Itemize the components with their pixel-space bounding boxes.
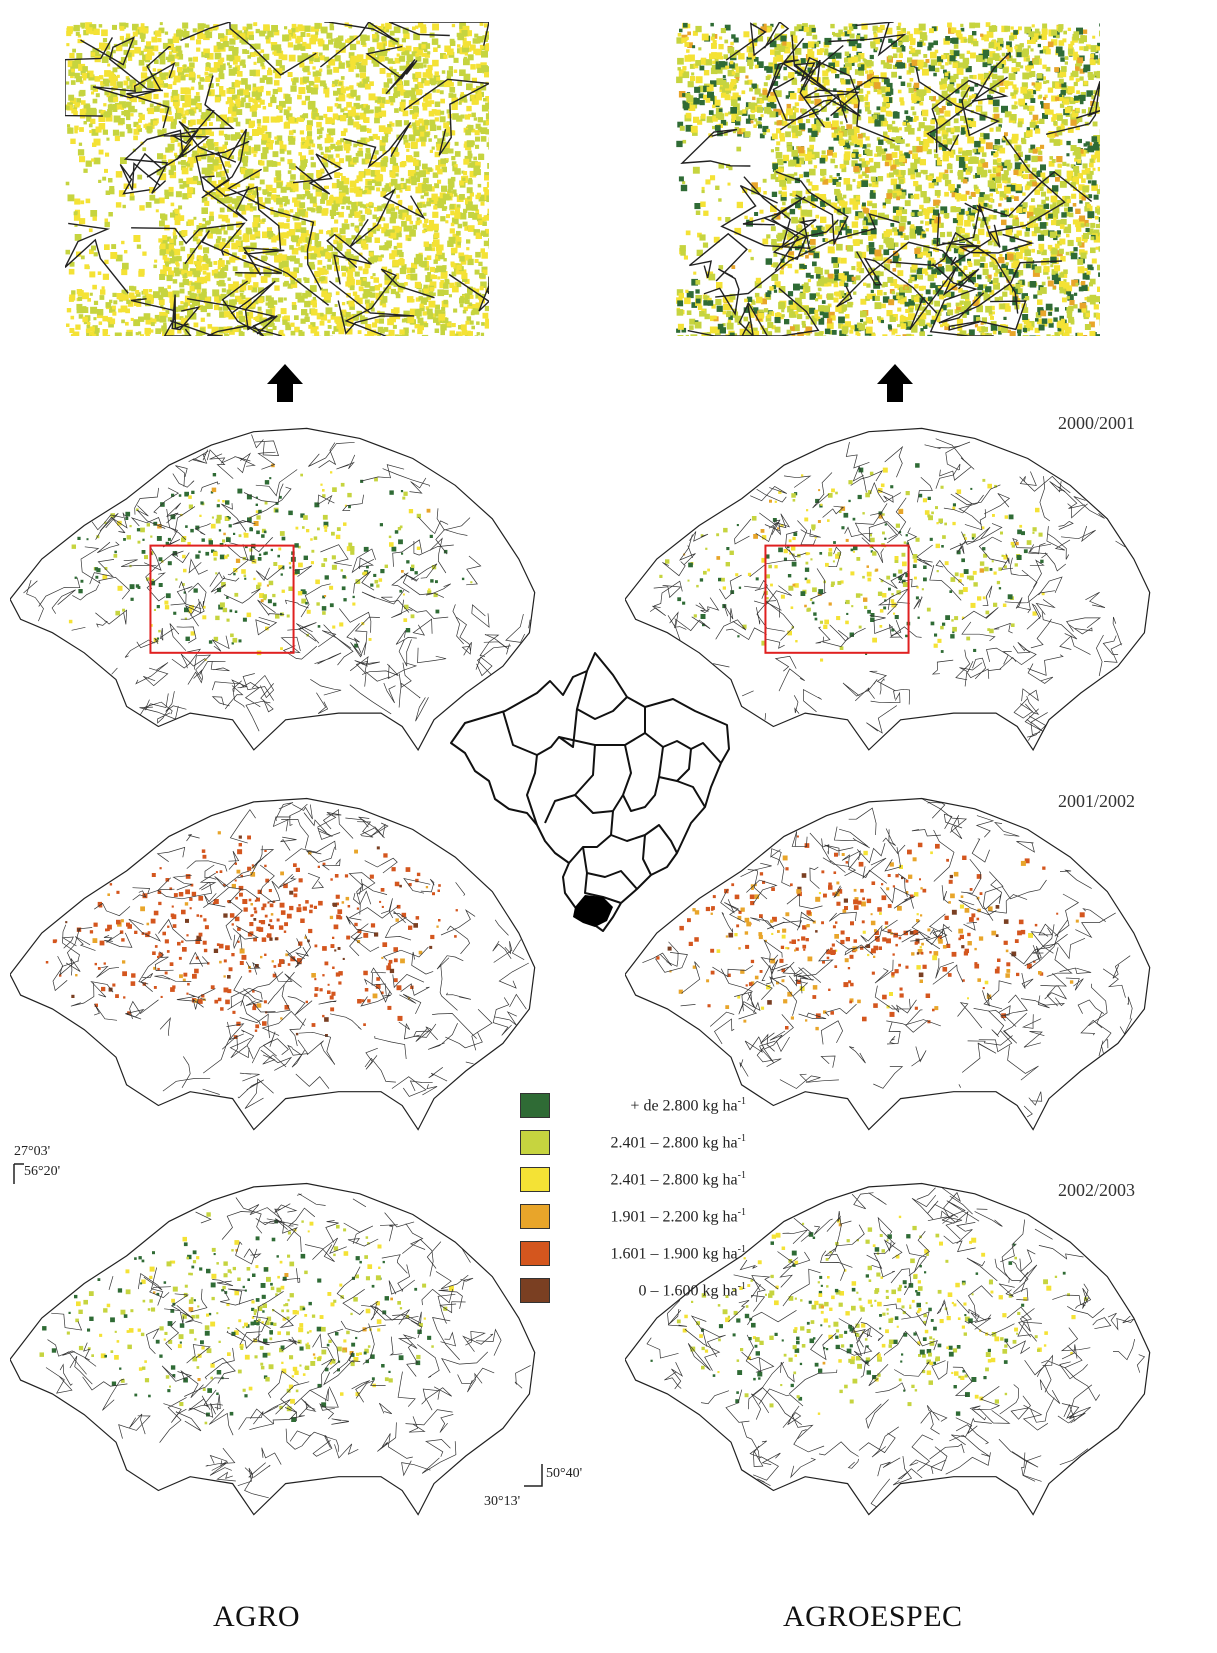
municipal-boundaries — [45, 1193, 531, 1499]
legend-item: 1.601 – 1.900 kg ha-1 — [520, 1235, 750, 1272]
municipal-boundaries — [680, 22, 1100, 336]
zoom-panel-agro — [65, 22, 489, 336]
legend-item: + de 2.800 kg ha-1 — [520, 1087, 750, 1124]
map-agro-2001 — [10, 795, 540, 1140]
map-agro-2000 — [10, 425, 540, 760]
coord-bracket-top — [12, 1162, 26, 1186]
zoom-region-box — [149, 544, 295, 654]
map-agroespec-2000 — [625, 425, 1155, 760]
arrow-up-icon — [875, 362, 915, 404]
legend-swatch — [520, 1167, 550, 1192]
brazil-locator-map — [445, 645, 735, 945]
map-agroespec-2002 — [625, 1180, 1155, 1525]
municipal-boundaries — [23, 434, 531, 732]
zoom-panel-agroespec — [676, 22, 1100, 336]
legend-item: 2.401 – 2.800 kg ha-1 — [520, 1124, 750, 1161]
coord-lat-top: 27°03' — [14, 1144, 51, 1159]
municipal-boundaries — [642, 798, 1133, 1118]
year-label-2000: 2000/2001 — [1058, 413, 1136, 433]
legend-item: 2.401 – 2.800 kg ha-1 — [520, 1161, 750, 1198]
state-outline — [625, 1182, 1151, 1516]
legend-swatch — [520, 1241, 550, 1266]
yield-pixels — [676, 22, 1100, 336]
state-outline — [625, 797, 1151, 1131]
rio-grande-do-sul-highlight — [573, 895, 613, 927]
yield-pixels — [68, 463, 473, 661]
zoom-region-box — [764, 544, 910, 654]
legend-swatch — [520, 1093, 550, 1118]
method-label-agro: AGRO — [213, 1600, 301, 1633]
method-label-agroespec: AGROESPEC — [783, 1600, 963, 1633]
state-outline — [10, 797, 536, 1131]
legend-item: 0 – 1.600 kg ha-1 — [520, 1272, 750, 1309]
yield-pixels — [659, 463, 1045, 662]
coord-lon-top: 56°20' — [24, 1164, 61, 1179]
state-outline — [625, 427, 1151, 752]
legend-swatch — [520, 1130, 550, 1155]
coord-lon-bottom: 50°40' — [546, 1466, 583, 1481]
state-outline — [10, 427, 536, 752]
coord-lat-bottom: 30°13' — [484, 1494, 521, 1509]
legend-swatch — [520, 1278, 550, 1303]
legend: + de 2.800 kg ha-1 2.401 – 2.800 kg ha-1… — [520, 1087, 750, 1309]
map-agroespec-2001 — [625, 795, 1155, 1140]
state-outline — [10, 1182, 536, 1516]
legend-swatch — [520, 1204, 550, 1229]
zoom-map-agro — [65, 22, 489, 336]
map-agro-2002 — [10, 1180, 540, 1525]
coord-bracket-bottom — [522, 1462, 544, 1488]
yield-pixels — [45, 831, 458, 1039]
municipal-boundaries — [646, 1187, 1146, 1508]
year-label-2001: 2001/2002 — [1058, 791, 1136, 811]
zoom-map-agroespec — [676, 22, 1100, 336]
municipal-boundaries — [649, 438, 1126, 741]
year-label-2002: 2002/2003 — [1058, 1180, 1136, 1200]
arrow-up-icon — [265, 362, 305, 404]
yield-pixels — [39, 1212, 454, 1425]
legend-item: 1.901 – 2.200 kg ha-1 — [520, 1198, 750, 1235]
municipal-boundaries — [52, 802, 529, 1109]
municipal-boundaries — [65, 22, 489, 336]
yield-pixels — [65, 22, 489, 336]
